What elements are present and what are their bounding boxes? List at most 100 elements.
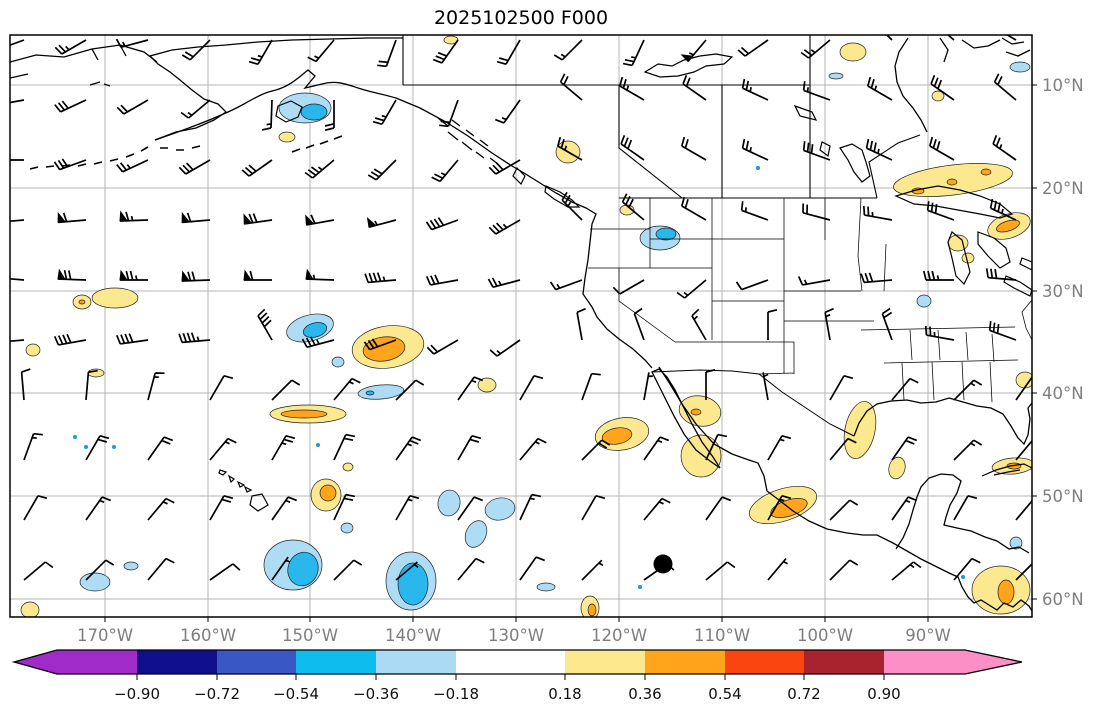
wind-barb xyxy=(23,561,54,581)
wind-barb xyxy=(426,339,459,355)
wind-barb xyxy=(425,217,459,231)
longitude-tick-label: 150°W xyxy=(282,626,338,645)
wind-barb xyxy=(488,219,521,235)
wind-barb xyxy=(209,563,241,581)
wind-barb xyxy=(457,496,484,521)
wind-barb xyxy=(209,374,234,401)
wind-barb xyxy=(147,497,175,521)
contour-patch-positive xyxy=(20,601,40,617)
contour-core-positive xyxy=(280,409,328,419)
storm-marker xyxy=(653,554,673,574)
wind-barb xyxy=(519,556,546,581)
wind-barb xyxy=(367,159,397,181)
wind-barb xyxy=(324,100,335,132)
contour-patch-positive xyxy=(680,434,722,478)
wind-barb xyxy=(741,138,769,161)
wind-barb xyxy=(985,268,1017,281)
storm-position-dot xyxy=(653,554,673,574)
wind-barb xyxy=(116,159,149,173)
contour-patch-positive xyxy=(25,343,41,357)
contour-patch-negative xyxy=(437,489,461,517)
contour-patch-positive xyxy=(342,462,354,472)
coastline-baja xyxy=(651,368,721,469)
wind-barb xyxy=(23,432,43,461)
wind-barb xyxy=(178,332,211,344)
wind-barb xyxy=(432,39,459,64)
wind-barb-pennant xyxy=(0,213,3,222)
contour-patch-positive xyxy=(931,90,945,102)
wind-barb xyxy=(271,434,296,461)
colorbar-segment xyxy=(217,650,296,674)
wind-barb xyxy=(85,559,115,581)
wind-barb xyxy=(395,561,419,581)
contour-patch-negative xyxy=(340,522,354,534)
wind-barb xyxy=(559,73,583,101)
wind-barb xyxy=(457,376,484,401)
wind-barb xyxy=(802,203,831,221)
wind-barb xyxy=(209,437,237,461)
wind-barb xyxy=(1015,439,1032,461)
wind-barb xyxy=(1015,499,1032,521)
contour-speck xyxy=(638,585,642,589)
coastline-chukotka xyxy=(10,44,158,79)
contour-patch-positive xyxy=(961,252,975,264)
contour-core-positive xyxy=(78,299,86,305)
colorbar-segment xyxy=(137,650,217,674)
contour-core-positive xyxy=(587,603,597,617)
wind-barb xyxy=(862,205,893,221)
wind-barb xyxy=(372,99,397,126)
longitude-tick-label: 140°W xyxy=(385,626,441,645)
contour-core-positive xyxy=(319,484,337,502)
wind-barb xyxy=(767,558,788,581)
wind-barb xyxy=(363,338,397,351)
wind-barb xyxy=(364,272,397,284)
coastline-mexico-central-america xyxy=(658,366,1032,612)
coastline-hudson-bay xyxy=(894,37,1031,133)
wind-barb xyxy=(257,308,273,341)
contour-core-positive xyxy=(601,427,633,445)
wind-barb-pennant xyxy=(119,269,128,281)
wind-barb xyxy=(54,99,87,113)
wind-barb xyxy=(737,39,769,57)
wind-barb xyxy=(705,496,732,521)
wind-barb xyxy=(85,369,98,401)
contour-core-positive xyxy=(946,178,958,186)
islands-hawaii xyxy=(218,469,269,512)
wind-barb xyxy=(248,39,273,66)
wind-barb xyxy=(304,159,335,179)
wind-barb xyxy=(519,374,544,401)
wind-barb xyxy=(705,368,716,400)
wind-barb xyxy=(891,377,919,401)
wind-barb xyxy=(115,38,149,49)
contour-core-negative xyxy=(655,227,677,241)
contour-patch-positive xyxy=(278,131,296,143)
islands-aleutian xyxy=(29,135,343,170)
wind-barb xyxy=(180,99,211,119)
wind-barb xyxy=(612,279,645,295)
wind-barb xyxy=(209,494,234,521)
contour-patch-positive xyxy=(888,456,906,480)
wind-barb xyxy=(891,561,922,581)
wind-barb xyxy=(561,191,583,221)
wind-barb xyxy=(261,99,273,131)
wind-barb xyxy=(271,556,291,581)
wind-barb xyxy=(581,439,611,461)
wind-barb xyxy=(85,496,112,521)
wind-barb xyxy=(53,333,87,346)
wind-barb xyxy=(457,434,482,461)
latitude-tick-label: 30°N xyxy=(1042,282,1084,301)
colorbar-tick-label: 0.36 xyxy=(628,685,661,703)
gridlines xyxy=(10,35,1032,617)
wind-barb xyxy=(581,494,606,521)
contour-patch-positive xyxy=(839,42,867,62)
wind-barb xyxy=(333,493,356,521)
colorbar-tick-label: −0.36 xyxy=(353,685,399,703)
contour-patch-negative xyxy=(484,497,516,521)
contour-core-negative xyxy=(300,103,328,121)
wind-barb xyxy=(740,201,769,221)
wind-barb xyxy=(431,159,459,183)
longitude-tick-label: 120°W xyxy=(591,626,647,645)
contour-core-negative xyxy=(302,322,328,338)
island-vancouver xyxy=(544,185,581,208)
contour-patch-negative xyxy=(916,294,932,308)
